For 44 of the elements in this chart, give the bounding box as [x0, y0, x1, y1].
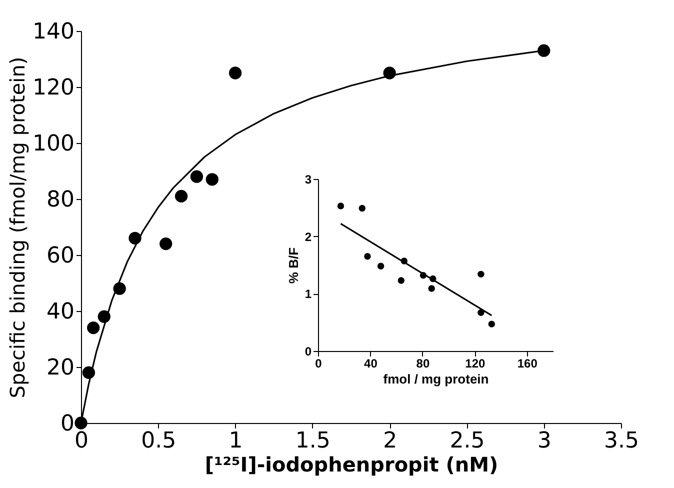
- point: [206, 173, 218, 186]
- x-tick-label: 1: [228, 428, 243, 454]
- point: [74, 416, 88, 430]
- point: [160, 237, 172, 250]
- point: [364, 253, 371, 260]
- x-tick-label: 2.5: [450, 428, 485, 454]
- point: [478, 270, 484, 278]
- y-tick-label: 100: [32, 132, 74, 156]
- x-tick-label: 120: [465, 356, 486, 370]
- point: [538, 44, 550, 57]
- x-tick-label: 0: [315, 356, 322, 370]
- x-tick-label: 3: [537, 428, 552, 454]
- y-tick-label: 20: [46, 356, 74, 380]
- y-tick-label: 3: [304, 172, 312, 186]
- point: [190, 170, 204, 183]
- x-tick-label: 160: [517, 356, 538, 370]
- x-tick-label: 2: [383, 428, 398, 454]
- y-tick-label: 40: [46, 300, 74, 324]
- point: [228, 66, 242, 80]
- y-tick-label: 80: [46, 188, 74, 212]
- point: [174, 190, 188, 203]
- y-tick-label: 1: [304, 287, 312, 302]
- point: [428, 285, 435, 292]
- y-axis-title: Specific binding (fmol/mg protein): [6, 56, 30, 398]
- point: [87, 321, 100, 334]
- x-axis-title: fmol / mg protein: [383, 372, 489, 386]
- y-tick-label: 120: [32, 76, 74, 100]
- x-tick-label: 40: [364, 356, 378, 370]
- x-tick-label: 3.5: [604, 428, 639, 454]
- point: [337, 202, 344, 210]
- x-axis-title: [¹²⁵I]-iodophenpropit (nM): [204, 452, 498, 476]
- point: [358, 204, 366, 212]
- x-tick-label: 0.5: [141, 428, 176, 454]
- y-tick-label: 140: [32, 20, 74, 44]
- y-axis-title: % B/F: [286, 247, 301, 284]
- x-tick-label: 1.5: [295, 428, 330, 454]
- x-tick-label: 80: [416, 356, 430, 370]
- y-tick-label: 60: [46, 244, 74, 268]
- y-tick-label: 0: [60, 412, 74, 436]
- point: [377, 262, 384, 270]
- point: [398, 277, 405, 284]
- y-tick-label: 0: [304, 344, 312, 358]
- point: [488, 320, 495, 328]
- y-tick-label: 2: [304, 230, 312, 244]
